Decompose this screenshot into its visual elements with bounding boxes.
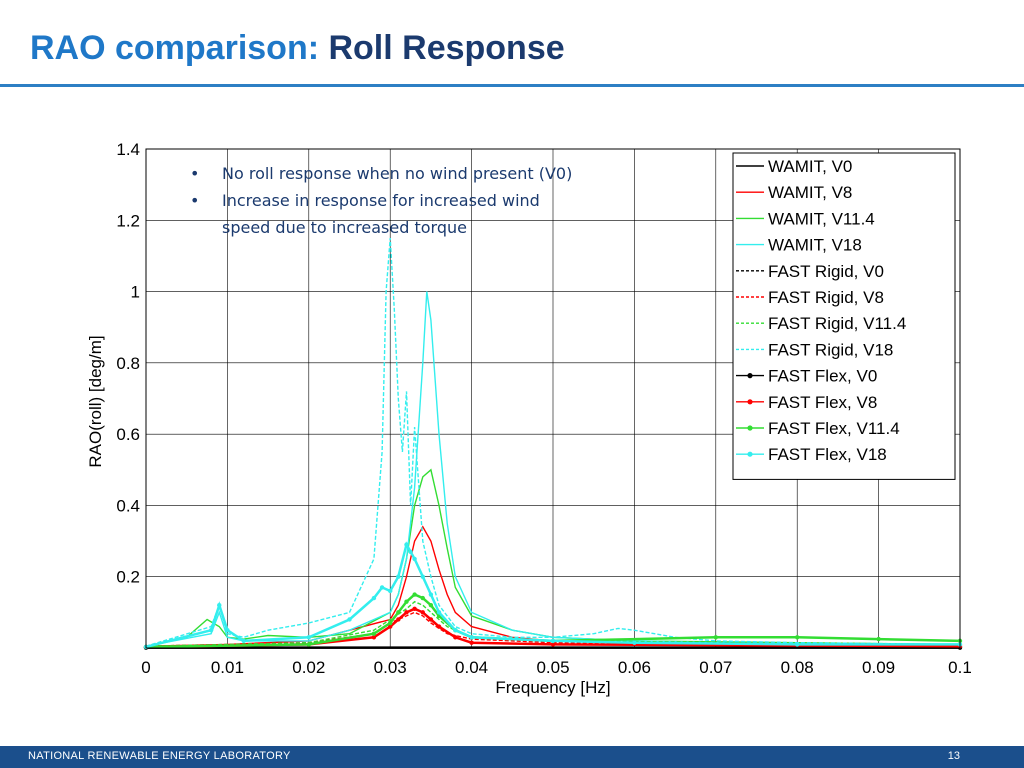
y-tick-label: 0.2 xyxy=(116,568,140,587)
series-marker xyxy=(428,617,434,622)
legend-label: WAMIT, V0 xyxy=(768,157,852,176)
legend-label: FAST Rigid, V18 xyxy=(768,340,893,359)
series-marker xyxy=(469,635,474,640)
series-marker xyxy=(396,610,401,615)
series-marker xyxy=(241,638,246,644)
page-number: 13 xyxy=(947,750,960,762)
series-marker xyxy=(371,595,377,601)
series-marker xyxy=(306,642,311,647)
legend-label: FAST Rigid, V0 xyxy=(768,262,884,281)
series-marker xyxy=(404,599,409,604)
title-divider xyxy=(0,84,1024,87)
series-marker xyxy=(388,620,393,626)
plot-frame xyxy=(145,148,961,649)
legend-marker xyxy=(747,399,753,405)
series-marker xyxy=(469,640,474,645)
legend-label: FAST Flex, V18 xyxy=(768,445,887,464)
series-marker xyxy=(412,592,417,597)
x-tick-label: 0.02 xyxy=(292,658,325,677)
series-marker xyxy=(306,635,311,640)
annotation-item: Increase in response for increased wind … xyxy=(182,187,592,241)
x-tick-label: 0.1 xyxy=(948,658,972,677)
legend-label: FAST Flex, V0 xyxy=(768,367,877,386)
series-marker xyxy=(371,631,377,636)
series-marker xyxy=(436,610,442,615)
series-marker xyxy=(550,638,556,644)
legend-marker xyxy=(747,451,753,457)
series-marker xyxy=(396,617,401,622)
series-line xyxy=(145,607,961,649)
series-marker xyxy=(420,595,425,601)
series-marker xyxy=(412,556,417,562)
legend-label: FAST Rigid, V8 xyxy=(768,288,884,307)
x-tick-label: 0.06 xyxy=(618,658,651,677)
y-tick-label: 1.4 xyxy=(116,140,140,159)
legend-label: FAST Rigid, V11.4 xyxy=(768,314,906,333)
footer-bar: NATIONAL RENEWABLE ENERGY LABORATORY 13 xyxy=(0,746,1024,768)
series-marker xyxy=(208,627,214,633)
series-marker xyxy=(436,624,442,629)
y-axis-label: RAO(roll) [deg/m] xyxy=(86,335,105,467)
legend-marker xyxy=(747,425,753,431)
roll-rao-chart: 0 0.01 0.02 0.03 0.04 0.05 0.06 0.07 0.08 0.09 0.1… xyxy=(86,140,972,697)
series-marker xyxy=(420,574,425,579)
y-tick-label: 0.8 xyxy=(116,354,140,373)
x-tick-label: 0.01 xyxy=(211,658,244,677)
x-tick-label: 0 xyxy=(141,658,150,677)
y-tick-label: 1.2 xyxy=(116,211,140,230)
series-marker xyxy=(428,592,434,597)
legend-marker xyxy=(747,373,753,379)
series-marker xyxy=(388,588,393,594)
series-marker xyxy=(876,636,881,642)
annotation-list: No roll response when no wind present (V… xyxy=(182,160,592,241)
series-marker xyxy=(795,642,800,647)
series-marker xyxy=(713,635,718,640)
footer-organization: NATIONAL RENEWABLE ENERGY LABORATORY xyxy=(28,750,291,762)
series-marker xyxy=(408,549,413,554)
legend-box xyxy=(732,152,956,480)
series-marker xyxy=(217,603,222,608)
y-tick-label: 1 xyxy=(131,283,140,302)
x-tick-label: 0.07 xyxy=(699,658,732,677)
x-tick-label: 0.08 xyxy=(781,658,814,677)
series-line xyxy=(145,238,961,647)
legend-label: FAST Flex, V11.4 xyxy=(768,419,900,438)
x-tick-label: 0.03 xyxy=(374,658,407,677)
slide-title-accent: RAO comparison: xyxy=(30,29,329,67)
series-marker xyxy=(379,585,385,590)
x-tick-label: 0.09 xyxy=(862,658,895,677)
series-marker xyxy=(347,617,352,622)
series-marker xyxy=(225,627,230,633)
x-axis-label: Frequency [Hz] xyxy=(495,678,610,697)
series-marker xyxy=(428,603,434,608)
series-marker xyxy=(632,640,637,645)
series-marker xyxy=(371,635,377,640)
series-marker xyxy=(404,542,409,547)
series-marker xyxy=(453,627,458,633)
series-marker xyxy=(404,610,409,615)
series-marker xyxy=(388,624,393,629)
y-tick-label: 0.4 xyxy=(116,496,140,515)
legend-label: FAST Flex, V8 xyxy=(768,393,877,412)
legend-label: WAMIT, V18 xyxy=(768,236,862,255)
slide-title-main: Roll Response xyxy=(328,29,565,67)
x-tick-label: 0.04 xyxy=(455,658,488,677)
series-marker xyxy=(420,610,425,615)
series-line xyxy=(145,291,960,647)
legend-label: WAMIT, V11.4 xyxy=(768,209,875,228)
series-marker xyxy=(795,635,800,640)
slide-title: RAO comparison: Roll Response xyxy=(30,26,565,70)
x-tick-label: 0.05 xyxy=(536,658,569,677)
annotation-item: No roll response when no wind present (V… xyxy=(182,160,592,187)
series-marker xyxy=(396,574,401,579)
legend-label: WAMIT, V8 xyxy=(768,183,852,202)
y-tick-label: 0.6 xyxy=(116,425,140,444)
series-marker xyxy=(550,642,556,647)
series-marker xyxy=(412,606,417,611)
series-marker xyxy=(453,635,458,640)
